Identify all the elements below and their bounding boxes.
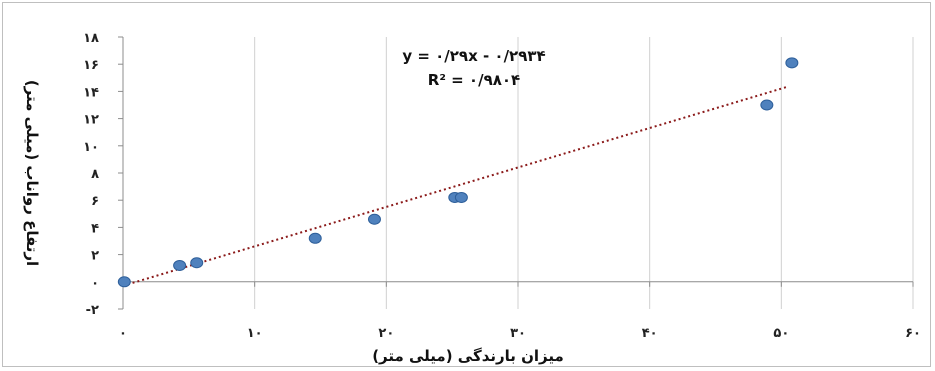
equation-label: y = ۰/۲۹x - ۰/۲۹۳۴ bbox=[402, 47, 545, 65]
data-point bbox=[454, 191, 468, 203]
chart-frame: -۲ ۰ ۲ ۴ ۶ ۸ ۱۰ ۱۲ ۱۴ ۱۶ ۱۸ ۰ ۱۰ ۲۰ ۳۰ ۴۰ ۵۰ ۶۰ y = ۰/۲۹x… bbox=[2, 2, 931, 367]
y-tick-label: ۱۶ bbox=[83, 58, 99, 73]
grid-lines bbox=[254, 37, 914, 309]
y-tick-label: -۲ bbox=[86, 303, 99, 318]
x-tick-label: ۳۰ bbox=[510, 326, 526, 341]
y-axis-title: ارتفاع رواناب (میلی متر) bbox=[23, 80, 41, 266]
y-tick-label: ۰ bbox=[91, 276, 99, 291]
data-points bbox=[117, 57, 799, 288]
x-tick-label: ۱۰ bbox=[247, 326, 263, 341]
y-tick-label: ۱۴ bbox=[83, 85, 99, 100]
y-tick-label: ۲ bbox=[91, 249, 99, 264]
data-point bbox=[760, 99, 774, 111]
trendline bbox=[122, 85, 789, 287]
x-tick-label: ۵۰ bbox=[773, 326, 789, 341]
y-tick-label: ۱۰ bbox=[83, 140, 99, 155]
x-tick-label: ۰ bbox=[119, 326, 127, 341]
x-tick-label: ۴۰ bbox=[642, 326, 658, 341]
data-point bbox=[367, 213, 381, 225]
scatter-chart: -۲ ۰ ۲ ۴ ۶ ۸ ۱۰ ۱۲ ۱۴ ۱۶ ۱۸ ۰ ۱۰ ۲۰ ۳۰ ۴۰ ۵۰ ۶۰ y = ۰/۲۹x… bbox=[23, 31, 921, 365]
y-tick-label: ۸ bbox=[91, 167, 99, 182]
data-point bbox=[190, 257, 204, 269]
x-tick-label: ۶۰ bbox=[905, 326, 921, 341]
tick-labels: -۲ ۰ ۲ ۴ ۶ ۸ ۱۰ ۱۲ ۱۴ ۱۶ ۱۸ ۰ ۱۰ ۲۰ ۳۰ ۴۰ ۵۰ ۶۰ bbox=[83, 31, 921, 341]
y-tick-label: ۱۲ bbox=[83, 113, 99, 128]
x-tick-label: ۲۰ bbox=[378, 326, 394, 341]
y-tick-label: ۱۸ bbox=[83, 31, 99, 46]
data-point bbox=[785, 57, 799, 69]
y-tick-label: ۶ bbox=[91, 194, 99, 209]
data-point bbox=[308, 232, 322, 244]
x-axis-title: میزان بارندگی (میلی متر) bbox=[372, 347, 564, 365]
axes bbox=[118, 36, 914, 310]
r-squared-label: R² = ۰/۹۸۰۴ bbox=[428, 71, 520, 89]
y-tick-label: ۴ bbox=[91, 221, 99, 236]
data-point bbox=[117, 276, 131, 288]
data-point bbox=[173, 259, 187, 271]
